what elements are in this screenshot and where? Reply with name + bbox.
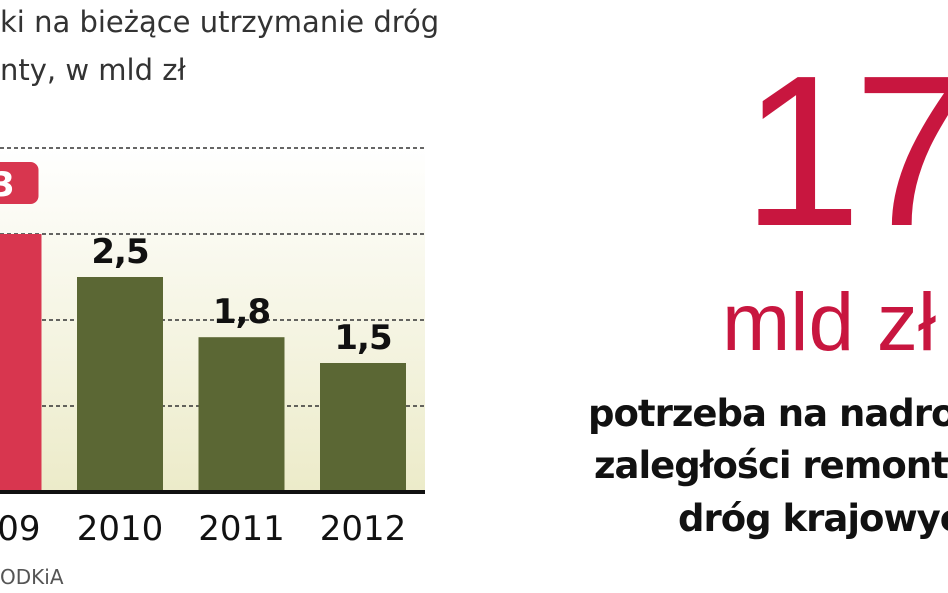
callout-text: dróg krajowyc <box>678 497 948 540</box>
title-line: ki na bieżące utrzymanie dróg <box>0 5 439 39</box>
bar <box>198 337 285 492</box>
x-tick-label: 2010 <box>77 509 164 549</box>
x-tick-label: 2011 <box>198 509 285 549</box>
bar <box>77 277 163 492</box>
value-label: 1,5 <box>334 318 391 358</box>
callout-value: 17 <box>742 30 948 271</box>
x-tick-label: 09 <box>0 509 41 549</box>
title-line: nty, w mld zł <box>0 53 186 87</box>
callout-text: potrzeba na nadrol <box>588 392 948 435</box>
value-label-box <box>0 162 39 204</box>
value-label: 1,8 <box>213 292 270 332</box>
callout-unit: mld zł <box>722 277 936 368</box>
value-label: 2,5 <box>91 232 148 272</box>
x-tick-label: 2012 <box>320 509 407 549</box>
bar <box>320 363 406 492</box>
callout-text: zaległości remonto <box>594 444 948 487</box>
bar <box>0 234 42 492</box>
value-label: 3 <box>0 165 14 205</box>
source: ODKiA <box>0 565 64 589</box>
